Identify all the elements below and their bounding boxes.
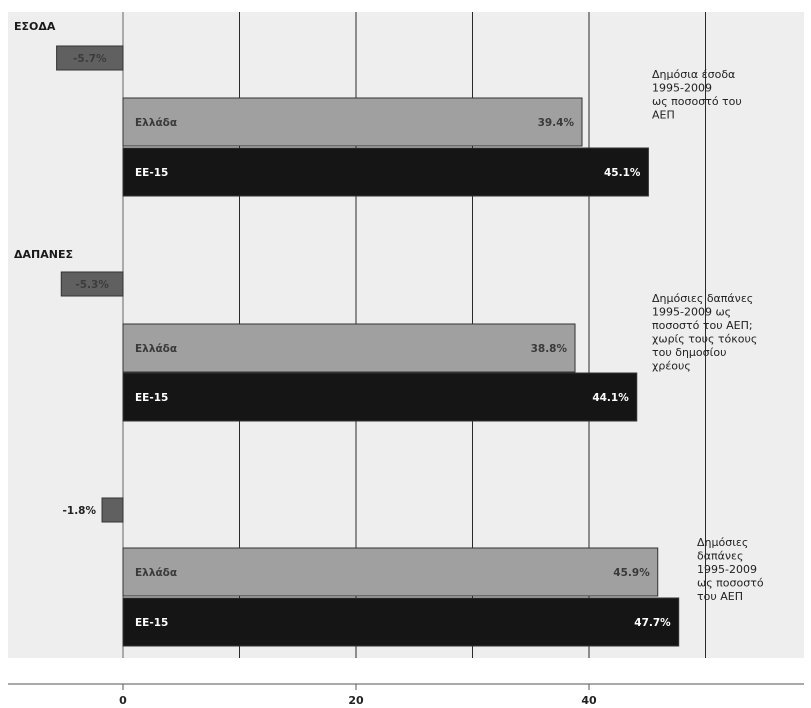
bar-value-label: 45.1% <box>604 167 641 179</box>
bar-group: ΕΣΟΔΑ -5.7% Ελλάδα 39.4% ΕΕ-15 45.1% Δημόσια έ… <box>14 20 742 197</box>
section-label: ΔΑΠΑΝΕΣ <box>14 248 73 261</box>
bar-ellada <box>122 323 576 373</box>
bar-group: ΔΑΠΑΝΕΣ -5.3% Ελλάδα 38.8% ΕΕ-15 44.1% Δημόσιε… <box>14 248 757 422</box>
group-title-line: ως ποσοστό <box>697 577 764 590</box>
x-tick-label: 20 <box>348 694 364 707</box>
section-label: ΕΣΟΔΑ <box>14 20 56 33</box>
group-title-line: ως ποσοστό του <box>652 95 742 108</box>
bar-ee15 <box>122 147 649 197</box>
difference-bar <box>56 45 124 71</box>
group-title-line: 1995-2009 <box>652 82 712 95</box>
bar-ellada <box>122 97 583 147</box>
bar-name-label: Ελλάδα <box>135 567 177 579</box>
bar-ee15 <box>122 372 638 422</box>
x-tick-label: 0 <box>119 694 127 707</box>
group-title-line: Δημόσια έσοδα <box>652 68 735 81</box>
group-title-line: δαπάνες <box>697 550 743 563</box>
bar-name-label: Ελλάδα <box>135 343 177 355</box>
group-title-line: χωρίς τους τόκους <box>652 333 757 346</box>
difference-bar <box>60 271 124 297</box>
bar-name-label: ΕΕ-15 <box>135 167 168 179</box>
difference-label: -1.8% <box>63 505 97 517</box>
difference-label: -5.3% <box>75 279 109 291</box>
group-title-line: ποσοστό του ΑΕΠ; <box>652 319 753 332</box>
bar-groups: ΕΣΟΔΑ -5.7% Ελλάδα 39.4% ΕΕ-15 45.1% Δημόσια έ… <box>14 20 764 647</box>
bar-value-label: 44.1% <box>592 392 629 404</box>
bar-ee15 <box>122 597 680 647</box>
group-title-line: 1995-2009 <box>697 563 757 576</box>
bar-value-label: 38.8% <box>531 343 568 355</box>
group-title-line: χρέους <box>652 360 691 373</box>
bar-group: -1.8% Ελλάδα 45.9% ΕΕ-15 47.7% Δημόσιεςδαπάνε… <box>63 497 764 647</box>
group-title-line: Δημόσιες δαπάνες <box>652 292 753 305</box>
group-title-line: του ΑΕΠ <box>697 590 743 603</box>
bar-value-label: 47.7% <box>634 617 671 629</box>
group-title-line: 1995-2009 ως <box>652 306 731 319</box>
difference-bar <box>101 497 124 523</box>
x-tick-label: 40 <box>581 694 597 707</box>
bar-ellada <box>122 547 659 597</box>
bar-name-label: ΕΕ-15 <box>135 392 168 404</box>
group-title-line: του δημοσίου <box>652 346 726 359</box>
x-axis-ticks: 0 20 40 <box>119 684 597 707</box>
bar-value-label: 39.4% <box>538 117 575 129</box>
difference-label: -5.7% <box>73 53 107 65</box>
bar-name-label: ΕΕ-15 <box>135 617 168 629</box>
bar-name-label: Ελλάδα <box>135 117 177 129</box>
group-title-line: Δημόσιες <box>697 536 748 549</box>
bar-value-label: 45.9% <box>613 567 650 579</box>
group-title-line: ΑΕΠ <box>652 109 675 122</box>
